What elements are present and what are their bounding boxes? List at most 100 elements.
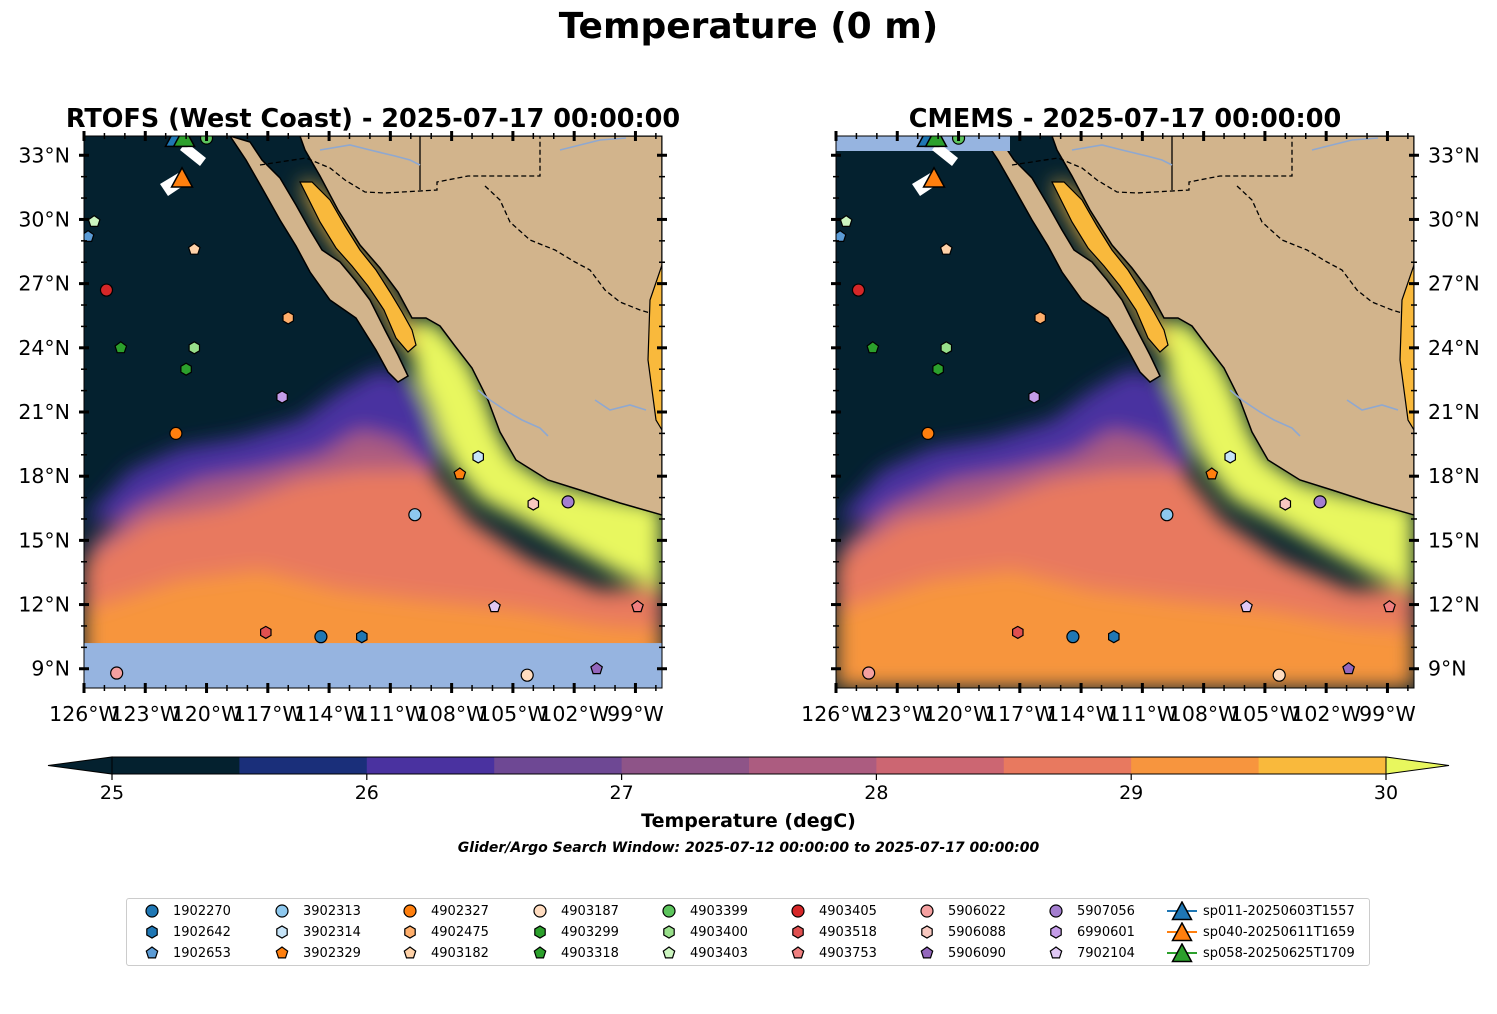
- legend-marker-4903400: [663, 925, 675, 939]
- legend-swatch: [1049, 946, 1063, 959]
- legend-item-4903400: 4903400: [654, 922, 748, 942]
- temperature-field: [836, 182, 1414, 688]
- legend-label: 4903299: [561, 924, 619, 940]
- x-tick-label: 111°W: [356, 702, 426, 726]
- legend-swatch: [534, 925, 546, 939]
- legend-swatch: [533, 946, 547, 959]
- legend-marker-4903187: [533, 904, 547, 918]
- sst-contour-30: [1160, 318, 1414, 590]
- sst-contour-29: [836, 570, 1414, 688]
- platform-6990601-marker: [1028, 390, 1040, 404]
- platform-5906022-marker: [110, 666, 124, 680]
- x-tick-label: 105°W: [478, 702, 548, 726]
- platform-5906088-marker: [1279, 497, 1292, 511]
- legend-label: 4903182: [431, 945, 489, 961]
- colorbar-tick-label: 30: [1374, 782, 1398, 804]
- x-tick-label: 105°W: [1230, 702, 1300, 726]
- river: [559, 137, 627, 151]
- legend-item-5906088: 5906088: [912, 922, 1006, 942]
- platform-5906088-marker: [527, 497, 540, 511]
- mainland: [1051, 136, 1414, 516]
- legend-swatch: [1049, 904, 1063, 918]
- platform-3902329-marker: [453, 467, 467, 480]
- cmems-map-panel: CMEMS - 2025-07-17 00:00:00 9°N 12°N 15°N 18…: [801, 104, 1480, 726]
- x-tick-label: 99°W: [607, 702, 664, 726]
- platform-4903318-marker: [866, 341, 880, 354]
- legend-swatch: [1167, 922, 1197, 942]
- platform-7902104-marker: [488, 599, 501, 613]
- legend-label: 4903405: [819, 903, 877, 919]
- colorbar-segment: [749, 757, 877, 774]
- platform-5906022-marker: [862, 666, 876, 680]
- legend-marker-3902313: [275, 904, 289, 918]
- y-tick-label: 33°N: [18, 143, 70, 167]
- legend-label: 3902313: [303, 903, 361, 919]
- legend-marker-sp040-20250611T1659: [1171, 922, 1193, 942]
- map-plot-area: [836, 136, 1414, 688]
- platform-4902327-marker: [169, 426, 183, 440]
- sst-contour-26: [836, 368, 1192, 520]
- legend-swatch: [403, 946, 417, 959]
- legend-swatch: [920, 946, 934, 959]
- platform-3902329-marker: [1205, 467, 1219, 480]
- legend-marker-5906090: [920, 946, 934, 959]
- legend-swatch: [663, 925, 675, 939]
- legend-marker-sp058-20250625T1709: [1171, 943, 1193, 963]
- x-tick-label: 114°W: [1046, 702, 1116, 726]
- legend-marker-5906088: [921, 925, 933, 939]
- colorbar-segment: [494, 757, 623, 774]
- glider-sp058-20250625T1709-marker: [924, 136, 948, 148]
- colorbar-tick-label: 28: [864, 782, 888, 804]
- platform-4903518-marker: [260, 625, 272, 640]
- y-tick-label: 12°N: [1428, 593, 1480, 617]
- legend-marker-1902653: [145, 946, 159, 959]
- legend-item-4903405: 4903405: [783, 901, 877, 921]
- legend-marker-4902475: [404, 925, 416, 939]
- legend-label: 4903403: [690, 945, 748, 961]
- legend-swatch: [146, 925, 158, 939]
- legend-item-1902653: 1902653: [137, 943, 231, 963]
- legend-label: 4903318: [561, 945, 619, 961]
- legend-label: 1902653: [173, 945, 231, 961]
- legend-label: 3902314: [303, 924, 361, 940]
- legend-item-5906022: 5906022: [912, 901, 1006, 921]
- legend-label: sp058-20250625T1709: [1203, 945, 1355, 961]
- y-tick-label: 15°N: [1428, 528, 1480, 552]
- legend-item-4903299: 4903299: [525, 922, 619, 942]
- temperature-colorbar: 25 26 27 28 29 30: [47, 756, 1450, 804]
- platform-5906090-marker: [1342, 661, 1356, 675]
- legend-swatch: [145, 904, 159, 918]
- river: [1346, 399, 1399, 411]
- y-tick-label: 18°N: [1428, 464, 1480, 488]
- y-tick-label: 33°N: [1428, 143, 1480, 167]
- x-tick-label: 126°W: [801, 702, 871, 726]
- platform-6990601-marker: [276, 390, 288, 404]
- x-tick-label: 111°W: [1108, 702, 1178, 726]
- legend-label: 7902104: [1077, 945, 1135, 961]
- legend-marker-3902329: [275, 946, 289, 959]
- gulf-of-california: [1051, 181, 1169, 353]
- temperature-field: [84, 182, 662, 688]
- legend-swatch: [920, 904, 934, 918]
- y-tick-label: 21°N: [1428, 400, 1480, 424]
- legend-item-3902329: 3902329: [267, 943, 361, 963]
- colorbar-tick-label: 25: [100, 782, 124, 804]
- baja-peninsula: [229, 136, 409, 383]
- legend-swatch: [276, 925, 288, 939]
- y-tick-label: 30°N: [1428, 207, 1480, 231]
- platform-4903403-marker: [839, 214, 853, 227]
- panel-title: CMEMS - 2025-07-17 00:00:00: [909, 104, 1341, 134]
- legend-marker-4903182: [403, 946, 417, 959]
- platform-1902653-marker: [836, 229, 847, 242]
- figure-title: Temperature (0 m): [558, 6, 939, 47]
- platform-3902313-marker: [1160, 508, 1174, 522]
- legend-item-3902314: 3902314: [267, 922, 361, 942]
- legend-marker-5906022: [920, 904, 934, 918]
- legend-label: 1902270: [173, 903, 231, 919]
- colorbar-label: Temperature (degC): [641, 810, 856, 832]
- legend-swatch: [145, 946, 159, 959]
- x-tick-label: 123°W: [110, 702, 180, 726]
- y-tick-label: 12°N: [18, 593, 70, 617]
- platform-4902327-marker: [921, 426, 935, 440]
- colorbar-segment: [876, 757, 1005, 774]
